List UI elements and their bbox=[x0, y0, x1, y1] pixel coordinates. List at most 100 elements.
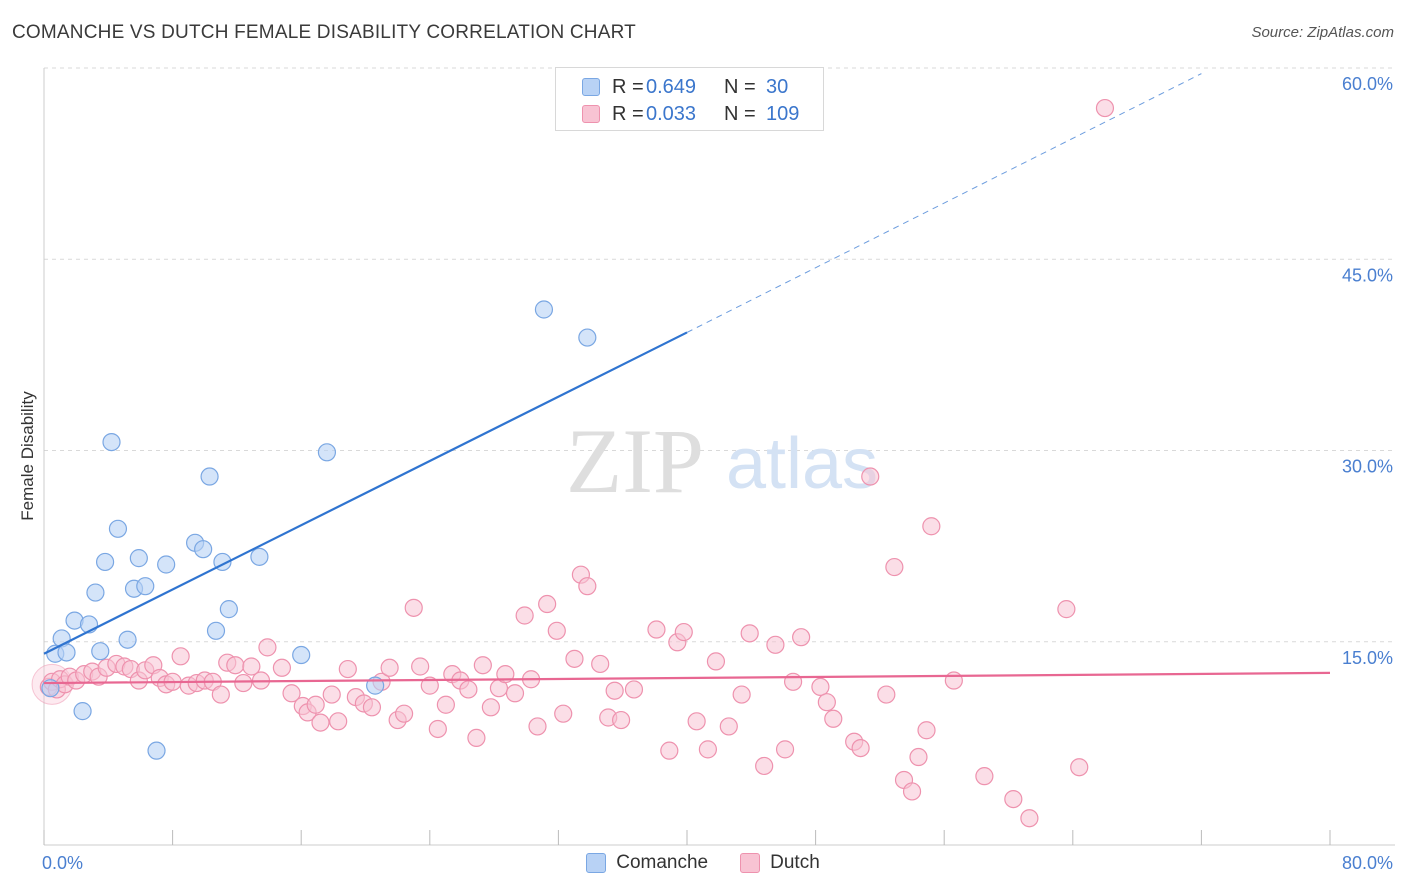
dutch-point bbox=[436, 695, 455, 714]
dutch-legend-swatch bbox=[740, 853, 761, 873]
watermark: ZIP atlas bbox=[566, 410, 878, 512]
comanche-point bbox=[108, 519, 128, 538]
comanche-point bbox=[206, 621, 226, 640]
correlation-legend: R = 0.649 N = 30 R = 0.033 N = 109 bbox=[555, 67, 824, 131]
legend-label-dutch: Dutch bbox=[770, 852, 820, 873]
dutch-point bbox=[578, 577, 597, 596]
tick-labels: 15.0% 30.0% 45.0% 60.0% 0.0% 80.0% bbox=[42, 74, 1393, 873]
comanche-point bbox=[292, 645, 311, 665]
source-credit: Source: ZipAtlas.com bbox=[1251, 24, 1394, 41]
watermark-zip: ZIP bbox=[566, 410, 704, 512]
comanche-point bbox=[534, 300, 554, 319]
dutch-point bbox=[1070, 758, 1089, 777]
dutch-point bbox=[706, 652, 726, 671]
comanche-point bbox=[118, 630, 137, 649]
legend-row-comanche: R = 0.649 N = 30 bbox=[582, 74, 788, 100]
comanche-point bbox=[129, 549, 148, 568]
dutch-point bbox=[775, 740, 795, 759]
r-value: 0.649 bbox=[646, 75, 697, 98]
dutch-point bbox=[902, 782, 922, 801]
dutch-point bbox=[719, 717, 738, 736]
dutch-point bbox=[481, 698, 500, 717]
dutch-point bbox=[411, 657, 430, 676]
comanche-point bbox=[219, 600, 238, 619]
dutch-point bbox=[282, 684, 301, 703]
dutch-point bbox=[611, 710, 631, 730]
comanche-point bbox=[102, 433, 121, 452]
comanche-swatch bbox=[582, 78, 600, 96]
dutch-point bbox=[329, 712, 348, 731]
dutch-point bbox=[1020, 809, 1039, 828]
dutch-point bbox=[1057, 600, 1076, 619]
dutch-point bbox=[975, 767, 994, 786]
dutch-point bbox=[322, 685, 341, 704]
x-tick-label: 0.0% bbox=[42, 853, 83, 873]
comanche-trend-extension bbox=[686, 73, 1202, 333]
dutch-point bbox=[211, 685, 230, 704]
y-tick-label: 15.0% bbox=[1342, 648, 1393, 668]
dutch-point bbox=[404, 598, 423, 617]
dutch-point bbox=[515, 606, 534, 625]
comanche-point bbox=[250, 547, 269, 566]
dutch-point bbox=[732, 685, 751, 704]
dutch-point bbox=[605, 681, 624, 700]
grid-lines bbox=[44, 67, 1395, 643]
dutch-point bbox=[877, 685, 896, 704]
dutch-point bbox=[226, 656, 245, 675]
dutch-point bbox=[1004, 789, 1023, 809]
dutch-point bbox=[473, 656, 492, 675]
n-label: N = bbox=[724, 102, 756, 125]
legend-label-comanche: Comanche bbox=[616, 852, 709, 873]
dutch-point bbox=[824, 709, 843, 728]
n-value: 109 bbox=[766, 102, 800, 125]
watermark-atlas: atlas bbox=[726, 424, 878, 504]
dutch-point bbox=[538, 594, 557, 614]
dutch-point bbox=[242, 657, 261, 676]
comanche-point bbox=[147, 741, 166, 760]
comanche-trend-line bbox=[43, 331, 688, 655]
dutch-point bbox=[647, 620, 666, 639]
dutch-point bbox=[766, 635, 785, 654]
r-label: R = bbox=[612, 75, 644, 98]
dutch-point bbox=[311, 713, 330, 732]
dutch-point bbox=[660, 741, 679, 760]
comanche-point bbox=[194, 540, 213, 559]
dutch-point bbox=[258, 638, 277, 657]
legend-item-dutch: Dutch bbox=[740, 852, 820, 874]
r-value: 0.033 bbox=[646, 102, 697, 125]
dutch-point bbox=[792, 628, 811, 647]
dutch-point bbox=[547, 621, 566, 640]
legend-row-dutch: R = 0.033 N = 109 bbox=[582, 101, 799, 127]
dutch-point bbox=[624, 680, 644, 699]
dutch-point bbox=[811, 677, 830, 697]
dutch-point bbox=[428, 719, 447, 739]
dutch-swatch bbox=[582, 105, 600, 123]
dutch-point bbox=[362, 698, 382, 717]
dutch-point bbox=[171, 647, 190, 666]
dutch-point bbox=[394, 704, 414, 723]
dutch-point bbox=[755, 756, 774, 776]
dutch-point bbox=[467, 728, 486, 748]
dutch-point bbox=[459, 680, 478, 699]
n-label: N = bbox=[724, 75, 756, 98]
dutch-point bbox=[272, 658, 292, 677]
dutch-point bbox=[1095, 98, 1115, 118]
comanche-point bbox=[95, 552, 115, 572]
dutch-point bbox=[565, 649, 584, 668]
dutch-point bbox=[528, 717, 547, 736]
dutch-point bbox=[740, 624, 759, 643]
dutch-point bbox=[861, 467, 880, 486]
axes bbox=[43, 68, 1395, 846]
r-label: R = bbox=[612, 102, 644, 125]
comanche-series bbox=[41, 300, 597, 760]
dutch-point bbox=[674, 622, 693, 642]
dutch-point bbox=[783, 672, 803, 691]
dutch-point bbox=[885, 557, 904, 577]
dutch-point bbox=[591, 654, 610, 674]
dutch-point bbox=[505, 684, 525, 703]
comanche-point bbox=[57, 643, 76, 662]
comanche-point bbox=[73, 702, 92, 721]
comanche-point bbox=[200, 467, 219, 486]
dutch-trend-line bbox=[43, 671, 1331, 685]
